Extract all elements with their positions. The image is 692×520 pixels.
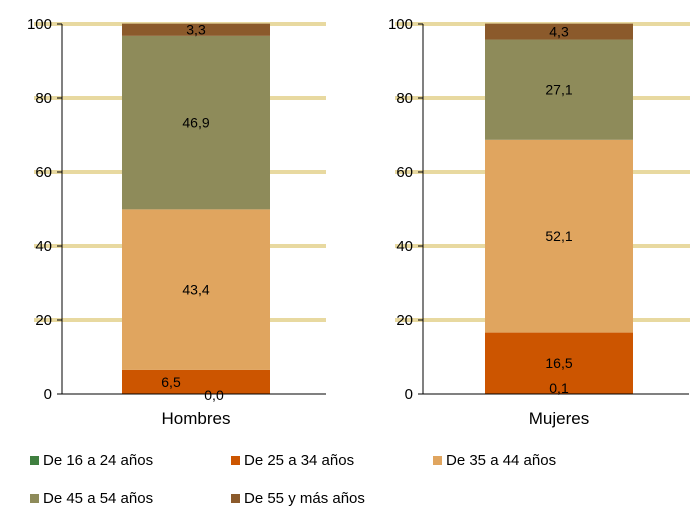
legend-label: De 16 a 24 años — [43, 452, 153, 469]
legend-item-35-44: De 35 a 44 años — [433, 452, 556, 469]
legend-swatch — [231, 456, 240, 465]
legend-label: De 25 a 34 años — [244, 452, 354, 469]
legend-label: De 35 a 44 años — [446, 452, 556, 469]
data-label: 0,0 — [204, 387, 224, 403]
legend-item-45-54: De 45 a 54 años — [30, 490, 153, 507]
chart-canvas: 0 20 40 60 80 100 Hombres 0,0 6,5 43,4 46,9 3,3 0 20 4… — [0, 0, 692, 440]
y-tick-label: 20 — [35, 312, 52, 329]
y-tick-label: 20 — [396, 312, 413, 329]
y-tick-label: 60 — [396, 164, 413, 181]
legend-swatch — [231, 494, 240, 503]
x-category-label: Hombres — [162, 409, 231, 428]
legend-item-16-24: De 16 a 24 años — [30, 452, 153, 469]
legend-label: De 55 y más años — [244, 490, 365, 507]
data-label: 52,1 — [545, 228, 572, 244]
y-tick-label: 60 — [35, 164, 52, 181]
x-category-label: Mujeres — [529, 409, 589, 428]
data-label: 0,1 — [549, 380, 569, 396]
legend-swatch — [30, 494, 39, 503]
y-tick-label: 40 — [396, 238, 413, 255]
legend-item-55-plus: De 55 y más años — [231, 490, 365, 507]
y-tick-label: 0 — [405, 386, 413, 403]
legend-label: De 45 a 54 años — [43, 490, 153, 507]
y-tick-label: 40 — [35, 238, 52, 255]
y-tick-label: 80 — [35, 90, 52, 107]
y-tick-label: 80 — [396, 90, 413, 107]
data-label: 3,3 — [186, 22, 206, 38]
data-label: 46,9 — [182, 115, 209, 131]
legend-swatch — [433, 456, 442, 465]
data-label: 6,5 — [161, 374, 181, 390]
legend-item-25-34: De 25 a 34 años — [231, 452, 354, 469]
legend-swatch — [30, 456, 39, 465]
y-tick-label: 100 — [27, 16, 52, 33]
data-label: 43,4 — [182, 282, 209, 298]
data-label: 4,3 — [549, 24, 569, 40]
y-tick-label: 0 — [44, 386, 52, 403]
data-label: 27,1 — [545, 82, 572, 98]
y-tick-label: 100 — [388, 16, 413, 33]
bar-segment — [122, 370, 270, 394]
data-label: 16,5 — [545, 355, 572, 371]
